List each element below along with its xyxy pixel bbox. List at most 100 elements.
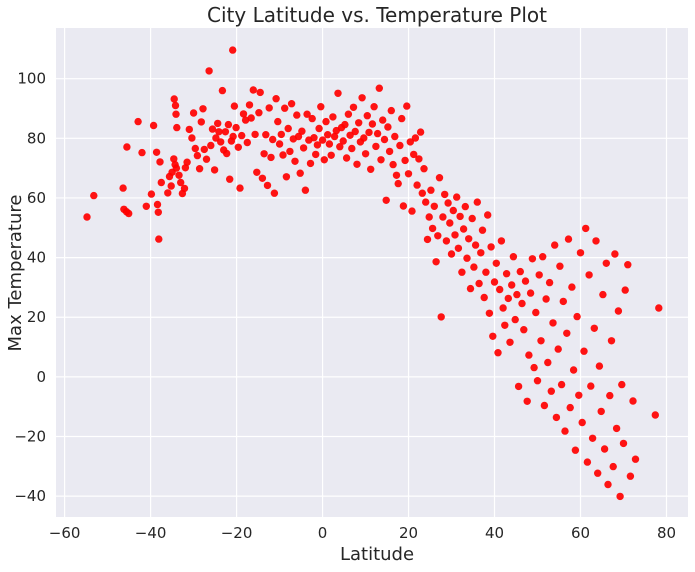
data-point [172,110,180,118]
data-point [616,492,624,501]
data-point [172,164,181,172]
data-point [277,130,285,139]
data-point [597,407,605,416]
data-point [368,120,377,128]
data-point [320,156,328,164]
data-point [502,270,511,278]
data-point [611,250,619,258]
data-point [157,178,165,187]
data-point [253,168,261,176]
y-tick-label: 80 [27,129,46,147]
data-point [282,173,291,181]
data-point [446,219,454,227]
data-point [298,127,306,135]
x-tick-label: 20 [399,524,418,542]
y-tick-label: −20 [14,427,46,445]
data-point [363,112,371,120]
chart-title: City Latitude vs. Temperature Plot [207,3,547,27]
data-point [155,235,163,243]
data-point [353,160,361,168]
data-point [552,413,561,422]
data-point [310,134,318,142]
data-point [545,278,554,287]
data-point [349,103,358,112]
data-point [595,362,604,370]
data-point [501,321,509,329]
data-point [236,184,244,192]
data-point [626,472,635,480]
data-point [125,209,133,218]
data-point [336,143,344,151]
data-point [152,148,161,156]
data-point [308,114,316,123]
x-axis-label: Latitude [340,544,414,565]
data-point [207,141,215,150]
data-point [427,186,435,194]
data-point [215,128,223,136]
data-point [485,309,494,317]
data-point [293,111,301,119]
data-point [549,319,557,327]
data-point [398,114,406,123]
data-point [456,212,464,221]
data-point [539,253,547,261]
data-point [199,105,207,113]
data-point [458,268,466,276]
data-point [530,363,538,372]
data-point [296,169,304,177]
data-point [453,193,461,201]
data-point [301,186,310,194]
data-point [585,271,593,279]
data-point [454,244,463,252]
data-point [564,235,573,243]
data-point [401,156,409,165]
data-point [239,110,248,118]
data-point [134,117,142,126]
data-point [432,258,440,266]
data-point [214,119,222,128]
data-point [260,150,268,158]
data-point [506,338,514,346]
data-point [234,143,242,151]
data-point [509,253,518,261]
data-point [599,290,607,299]
data-point [306,159,315,168]
x-tick-label: −20 [221,524,253,542]
data-point [459,225,468,233]
data-point [554,345,562,353]
data-point [573,312,581,321]
data-point [418,189,426,197]
data-point [263,181,272,190]
data-point [470,263,478,271]
data-point [229,132,237,141]
data-point [606,391,614,400]
data-point [588,434,597,442]
data-point [346,131,354,139]
data-point [241,116,250,124]
data-point [563,329,571,337]
data-point [341,120,349,129]
data-point [434,232,442,240]
data-point [413,181,421,189]
data-point [377,156,385,164]
data-point [477,249,485,257]
data-point [518,299,526,308]
data-point [411,134,420,142]
data-point [428,224,437,233]
data-point [494,349,502,357]
data-point [399,202,408,210]
data-point [303,110,311,118]
data-point [258,174,267,182]
data-point [217,138,225,146]
data-point [171,101,180,110]
data-point [317,103,325,111]
data-point [394,179,402,188]
data-point [587,382,595,390]
data-point [492,259,500,267]
data-point [542,295,550,303]
data-point [478,226,487,234]
data-point [313,141,322,149]
data-point [408,207,416,215]
data-point [170,95,178,103]
data-point [571,446,580,454]
